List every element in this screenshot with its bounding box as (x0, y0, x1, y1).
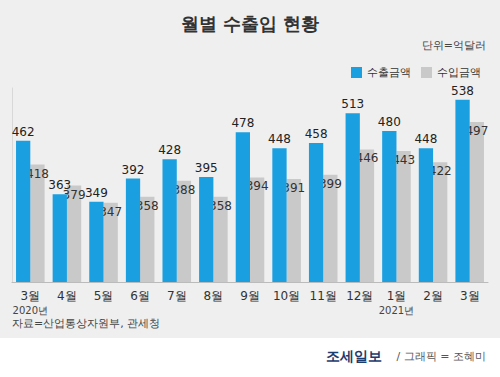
svg-text:3월: 3월 (20, 289, 40, 303)
svg-text:347: 347 (99, 204, 123, 219)
svg-text:12월: 12월 (346, 289, 373, 303)
svg-text:단위=억달러: 단위=억달러 (422, 39, 486, 52)
svg-text:538: 538 (451, 84, 474, 98)
svg-text:7월: 7월 (167, 289, 187, 303)
svg-text:462: 462 (12, 125, 35, 139)
svg-text:조세일보: 조세일보 (326, 348, 382, 364)
svg-text:480: 480 (378, 115, 401, 129)
svg-text:3월: 3월 (460, 289, 480, 303)
svg-text:2월: 2월 (423, 289, 443, 303)
svg-text:수입금액: 수입금액 (437, 66, 481, 79)
svg-text:/ 그래픽 = 조혜미: / 그래픽 = 조혜미 (397, 350, 486, 363)
svg-text:363: 363 (48, 178, 71, 192)
svg-text:422: 422 (428, 164, 452, 179)
svg-text:395: 395 (195, 161, 218, 175)
svg-text:349: 349 (85, 186, 108, 200)
svg-text:443: 443 (392, 153, 416, 168)
svg-text:497: 497 (465, 123, 489, 138)
svg-text:9월: 9월 (240, 289, 260, 303)
svg-text:자료=산업통상자원부, 관세청: 자료=산업통상자원부, 관세청 (12, 317, 160, 330)
svg-text:418: 418 (26, 166, 49, 181)
svg-text:10월: 10월 (273, 289, 300, 303)
svg-text:379: 379 (62, 187, 86, 202)
svg-text:2021년: 2021년 (379, 305, 414, 316)
svg-text:2020년: 2020년 (13, 305, 48, 316)
svg-text:448: 448 (414, 132, 437, 146)
svg-text:6월: 6월 (130, 289, 150, 303)
svg-text:358: 358 (209, 198, 232, 213)
svg-text:448: 448 (268, 132, 291, 146)
svg-text:1월: 1월 (387, 289, 407, 303)
svg-text:388: 388 (172, 182, 196, 197)
svg-text:446: 446 (355, 151, 379, 166)
svg-text:수출금액: 수출금액 (367, 66, 411, 79)
svg-text:458: 458 (305, 127, 328, 141)
svg-text:4월: 4월 (57, 289, 77, 303)
svg-text:5월: 5월 (94, 289, 114, 303)
svg-text:399: 399 (318, 176, 342, 191)
svg-text:394: 394 (245, 179, 269, 194)
svg-text:478: 478 (231, 116, 254, 130)
svg-text:358: 358 (135, 198, 159, 213)
svg-text:8월: 8월 (204, 289, 224, 303)
svg-text:월별 수출입 현황: 월별 수출입 현황 (181, 13, 320, 34)
svg-text:392: 392 (122, 163, 145, 177)
svg-text:391: 391 (282, 181, 306, 196)
svg-text:11월: 11월 (310, 289, 337, 303)
svg-text:428: 428 (158, 143, 181, 157)
svg-text:513: 513 (341, 97, 364, 111)
